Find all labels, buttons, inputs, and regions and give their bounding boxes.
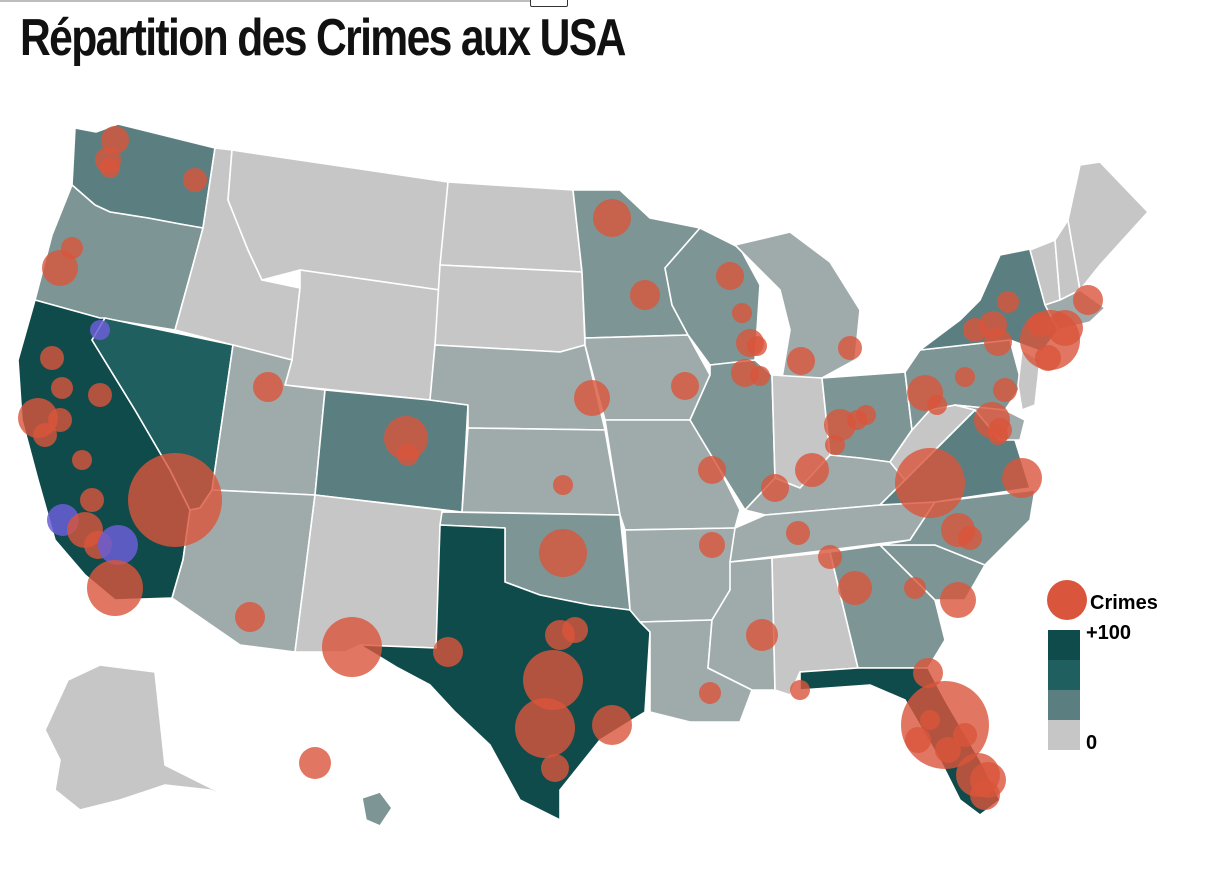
legend-swatch-mid (1048, 690, 1080, 720)
crime-bubble[interactable] (592, 705, 632, 745)
crime-bubble[interactable] (958, 526, 982, 550)
crime-bubble[interactable] (750, 366, 770, 386)
state-south-dakota[interactable] (434, 264, 586, 353)
state-alaska[interactable] (44, 664, 236, 811)
crime-bubble[interactable] (88, 383, 112, 407)
crime-bubble[interactable] (593, 199, 631, 237)
crime-bubble[interactable] (80, 488, 104, 512)
page-title: Répartition des Crimes aux USA (20, 9, 626, 67)
crime-bubble[interactable] (523, 650, 583, 710)
crime-bubble[interactable] (671, 372, 699, 400)
crime-bubble[interactable] (786, 521, 810, 545)
crime-bubble[interactable] (98, 525, 138, 565)
crime-bubble[interactable] (970, 780, 1000, 810)
crime-bubble[interactable] (747, 336, 767, 356)
crime-bubble[interactable] (699, 532, 725, 558)
crime-bubble[interactable] (997, 291, 1019, 313)
crime-bubble[interactable] (953, 723, 977, 747)
legend-scale-max: +100 (1086, 622, 1131, 644)
crime-bubble[interactable] (716, 262, 744, 290)
crime-bubble[interactable] (920, 710, 940, 730)
crime-bubble[interactable] (90, 320, 110, 340)
crime-bubble[interactable] (87, 560, 143, 616)
state-montana[interactable] (227, 149, 449, 291)
state-hawaii[interactable] (361, 791, 393, 827)
legend-bubble-label: Crimes (1090, 592, 1158, 614)
map-legend: Crimes +100 0 (1047, 580, 1158, 754)
crime-bubble[interactable] (541, 754, 569, 782)
state-maine[interactable] (1067, 161, 1149, 291)
crime-bubble[interactable] (940, 582, 976, 618)
crime-bubble[interactable] (790, 680, 810, 700)
crime-bubble[interactable] (993, 378, 1017, 402)
crime-bubble[interactable] (856, 405, 876, 425)
crime-bubble[interactable] (183, 168, 207, 192)
crime-bubble[interactable] (838, 336, 862, 360)
crime-bubble[interactable] (1028, 313, 1052, 337)
legend-scale-min: 0 (1086, 732, 1097, 754)
crime-bubble[interactable] (42, 250, 78, 286)
crime-bubble[interactable] (1047, 310, 1083, 346)
state-north-dakota[interactable] (439, 181, 583, 273)
crime-bubble[interactable] (955, 367, 975, 387)
crime-bubble[interactable] (235, 602, 265, 632)
state-kansas[interactable] (461, 427, 621, 516)
crime-bubble[interactable] (746, 619, 778, 651)
crime-bubble[interactable] (630, 280, 660, 310)
crime-bubble[interactable] (838, 571, 872, 605)
crime-bubble[interactable] (905, 727, 931, 753)
legend-swatch-mid-high (1048, 660, 1080, 690)
state-wyoming[interactable] (284, 269, 441, 401)
crime-bubble[interactable] (128, 453, 222, 547)
crime-bubble[interactable] (574, 380, 610, 416)
crime-bubble[interactable] (100, 158, 120, 178)
crime-bubble[interactable] (562, 617, 588, 643)
crime-bubble[interactable] (1002, 458, 1042, 498)
crime-bubble[interactable] (761, 474, 789, 502)
state-texas[interactable] (359, 524, 651, 821)
crime-bubble[interactable] (1073, 285, 1103, 315)
crime-bubble[interactable] (299, 747, 331, 779)
crime-bubble[interactable] (40, 346, 64, 370)
state-michigan[interactable] (734, 231, 861, 379)
top-divider (0, 0, 530, 2)
crime-bubble[interactable] (72, 450, 92, 470)
crime-bubbles-layer (18, 126, 1103, 810)
crime-bubble[interactable] (433, 637, 463, 667)
crime-bubble[interactable] (1035, 345, 1061, 371)
crime-bubble[interactable] (935, 737, 961, 763)
crime-bubble[interactable] (818, 545, 842, 569)
crime-bubble[interactable] (253, 372, 283, 402)
crime-bubble[interactable] (48, 408, 72, 432)
crime-bubble[interactable] (61, 237, 83, 259)
crime-bubble[interactable] (322, 617, 382, 677)
crime-bubble[interactable] (795, 453, 829, 487)
crime-bubble[interactable] (33, 423, 57, 447)
crime-bubble[interactable] (904, 577, 926, 599)
legend-swatch-high (1048, 630, 1080, 660)
crime-bubble[interactable] (895, 448, 965, 518)
crime-bubble[interactable] (984, 328, 1012, 356)
crime-bubble[interactable] (988, 425, 1008, 445)
legend-swatch-low (1048, 720, 1080, 750)
crime-bubble[interactable] (825, 435, 845, 455)
crime-bubble[interactable] (698, 456, 726, 484)
crime-bubble[interactable] (913, 658, 943, 688)
top-toggle-button[interactable] (530, 0, 568, 7)
crime-bubble[interactable] (515, 698, 575, 758)
legend-bubble-icon (1047, 580, 1087, 620)
crime-bubble[interactable] (539, 529, 587, 577)
crime-bubble[interactable] (553, 475, 573, 495)
crime-bubble[interactable] (699, 682, 721, 704)
crime-bubble[interactable] (927, 395, 947, 415)
crime-bubble[interactable] (397, 444, 419, 466)
crime-bubble[interactable] (732, 303, 752, 323)
crime-bubble[interactable] (51, 377, 73, 399)
crime-bubble[interactable] (787, 347, 815, 375)
